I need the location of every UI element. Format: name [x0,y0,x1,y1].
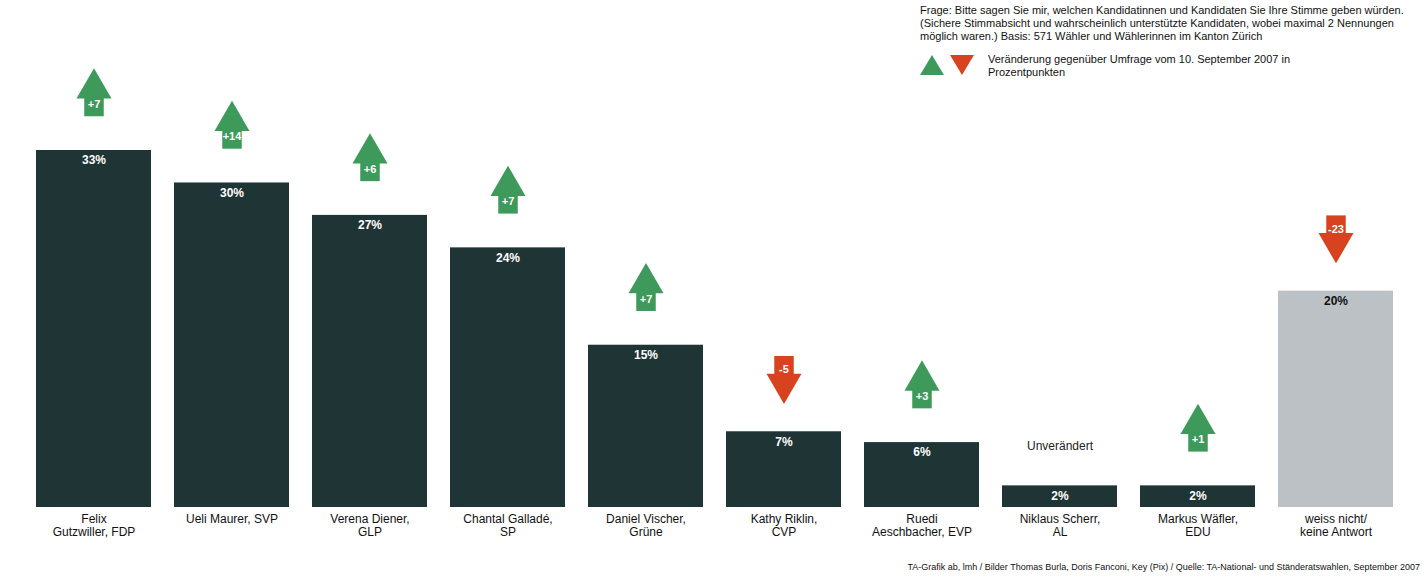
svg-text:24%: 24% [496,251,520,265]
svg-text:+14: +14 [223,130,243,142]
svg-text:27%: 27% [358,218,382,232]
svg-text:+7: +7 [502,195,515,207]
svg-text:2%: 2% [1189,489,1207,503]
svg-text:2%: 2% [1051,489,1069,503]
svg-text:30%: 30% [220,186,244,200]
svg-text:Markus Wäfler,EDU: Markus Wäfler,EDU [1158,512,1238,539]
svg-text:RuediAeschbacher, EVP: RuediAeschbacher, EVP [872,512,972,539]
svg-text:+7: +7 [88,98,101,110]
html-text:Veränderung gegenüber Umfrage: Veränderung gegenüber Umfrage vom 10. Se… [988,53,1291,78]
svg-text:6%: 6% [913,445,931,459]
svg-text:Niklaus Scherr,AL: Niklaus Scherr,AL [1020,512,1101,539]
svg-text:Chantal Galladé,SP: Chantal Galladé,SP [463,512,552,539]
svg-text:15%: 15% [634,348,658,362]
svg-text:Verena Diener,GLP: Verena Diener,GLP [330,512,409,539]
svg-text:-23: -23 [1328,223,1344,235]
svg-text:20%: 20% [1324,294,1348,308]
svg-text:7%: 7% [775,435,793,449]
svg-text:Daniel Vischer,Grüne: Daniel Vischer,Grüne [606,512,686,539]
svg-text:+7: +7 [640,293,653,305]
svg-text:+1: +1 [1192,433,1205,445]
svg-text:FelixGutzwiller, FDP: FelixGutzwiller, FDP [53,512,136,539]
svg-text:weiss nicht/keine Antwort: weiss nicht/keine Antwort [1300,512,1373,539]
svg-text:Kathy Riklin,CVP: Kathy Riklin,CVP [751,512,818,539]
html-text:TA-Grafik ab, lmh / Bilder Tho: TA-Grafik ab, lmh / Bilder Thomas Burla,… [907,562,1420,572]
svg-text:+6: +6 [364,163,377,175]
svg-text:+3: +3 [916,390,929,402]
svg-text:Unverändert: Unverändert [1027,439,1094,453]
svg-text:33%: 33% [82,153,106,167]
html-text:Frage: Bitte sagen Sie mir, we: Frage: Bitte sagen Sie mir, welchen Kand… [920,4,1404,42]
svg-text:-5: -5 [779,363,789,375]
svg-text:Ueli Maurer, SVP: Ueli Maurer, SVP [186,512,278,526]
